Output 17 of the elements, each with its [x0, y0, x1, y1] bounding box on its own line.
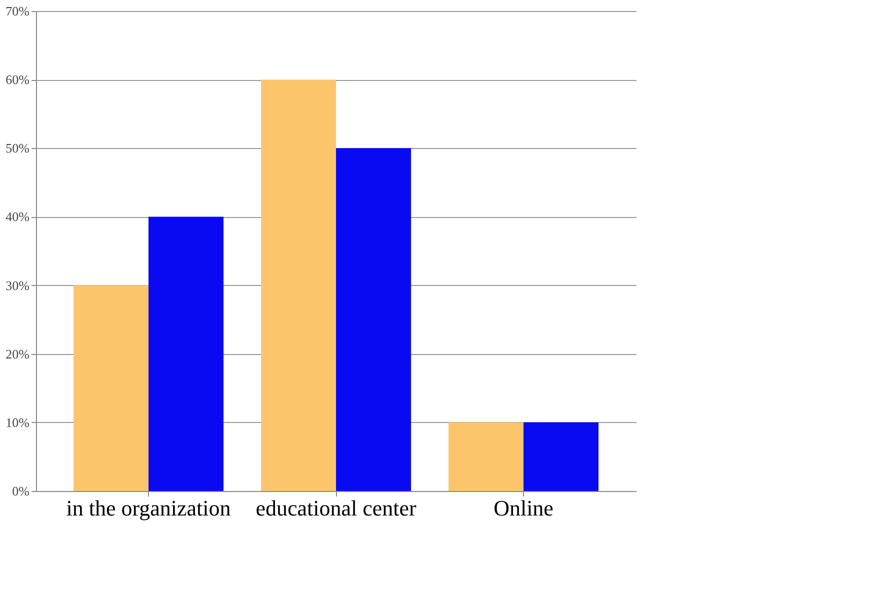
y-tick-label: 70%: [6, 4, 30, 18]
y-tick-label: 50%: [6, 140, 30, 156]
bar: [448, 422, 524, 491]
y-tick-label: 10%: [6, 414, 30, 430]
x-tick-label: Online: [494, 496, 554, 520]
bar: [261, 80, 336, 491]
bar: [524, 422, 598, 491]
y-tick-label: 60%: [6, 72, 30, 88]
y-tick-label: 0%: [12, 484, 30, 498]
bar: [336, 148, 411, 491]
bar: [74, 285, 148, 491]
y-tick-label: 40%: [6, 209, 30, 224]
x-tick-label: in the organization: [66, 496, 231, 520]
y-tick-label: 20%: [6, 346, 30, 362]
x-tick-label: educational center: [256, 496, 417, 520]
bar: [148, 216, 224, 491]
y-tick-label: 30%: [6, 278, 30, 293]
